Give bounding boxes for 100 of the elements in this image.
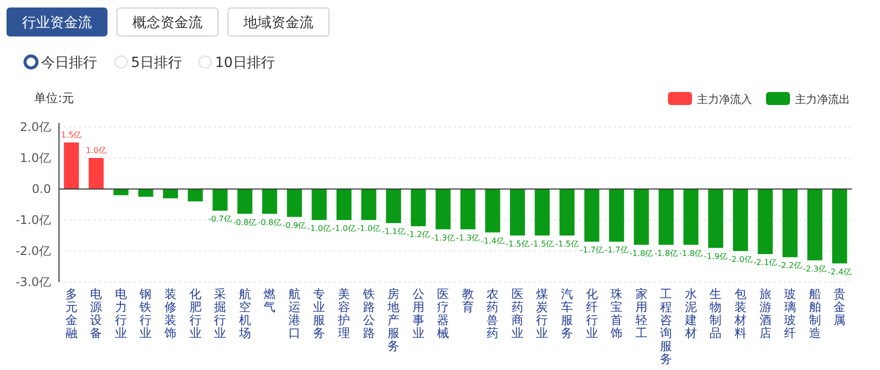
- x-tick-label: 装修装饰: [164, 287, 177, 340]
- x-tick-label: 化肥行业: [189, 287, 202, 340]
- data-label: -1.0亿: [332, 224, 356, 233]
- data-label: -1.1亿: [382, 227, 406, 236]
- data-label: -0.8亿: [233, 218, 257, 227]
- x-tick-label: 水泥建材: [684, 287, 697, 340]
- x-tick-label: 美容护理: [336, 287, 350, 340]
- data-label: -1.9亿: [704, 252, 728, 261]
- bar: [138, 189, 154, 197]
- data-label: -2.2亿: [778, 261, 802, 270]
- bar: [782, 189, 798, 258]
- bar: [510, 189, 525, 236]
- data-label: -1.7亿: [580, 246, 604, 255]
- bar: [609, 189, 624, 242]
- x-tick-label: 电源设备: [90, 287, 102, 340]
- y-axis-title: 单位:元: [34, 91, 74, 105]
- bar: [410, 189, 426, 226]
- bar: [286, 189, 302, 217]
- legend-label: 主力净流出: [795, 93, 850, 106]
- x-tick-label: 采掘行业: [214, 287, 226, 340]
- x-tick-label: 医疗器械: [437, 287, 450, 340]
- y-tick-label: -3.0亿: [16, 275, 51, 289]
- data-label: -1.0亿: [307, 224, 332, 233]
- data-label: -1.4亿: [480, 236, 504, 246]
- bar: [758, 189, 773, 254]
- bar: [634, 189, 649, 245]
- x-tick-label: 玻璃玻纤: [784, 287, 796, 340]
- bar: [312, 189, 327, 220]
- data-label: -1.0亿: [356, 224, 381, 233]
- x-tick-label: 钢铁行业: [138, 287, 152, 340]
- bar: [534, 189, 550, 236]
- x-tick-label: 工程咨询服务: [660, 287, 672, 366]
- y-tick-label: -2.0亿: [16, 244, 51, 258]
- data-label: -1.5亿: [555, 240, 579, 248]
- bar: [163, 189, 178, 198]
- data-label: -1.7亿: [604, 246, 628, 255]
- data-label: -1.2亿: [406, 230, 430, 240]
- y-tick-label: 1.0亿: [20, 151, 51, 165]
- x-tick-label: 房地产服务: [386, 287, 400, 353]
- bar: [732, 189, 748, 251]
- y-tick-label: -1.0亿: [16, 213, 51, 227]
- x-tick-label: 多元金融: [65, 287, 78, 340]
- x-tick-label: 煤炭行业: [536, 287, 548, 340]
- x-tick-label: 旅游酒店: [759, 287, 772, 340]
- data-label: -2.4亿: [828, 267, 852, 276]
- x-tick-label: 航运港口: [288, 287, 300, 340]
- bar: [485, 189, 500, 232]
- data-label: -1.8亿: [630, 248, 654, 258]
- bar: [212, 189, 228, 211]
- bar: [361, 189, 376, 220]
- bar: [807, 189, 822, 260]
- data-label: -1.5亿: [530, 240, 554, 248]
- data-label: 1.5亿: [61, 130, 82, 140]
- data-label: -0.7亿: [208, 214, 232, 224]
- data-label: -1.8亿: [679, 248, 703, 258]
- bar: [658, 189, 674, 245]
- bar: [584, 189, 600, 242]
- y-tick-label: 2.0亿: [20, 120, 51, 134]
- legend-label: 主力净流入: [697, 93, 752, 106]
- x-tick-label: 燃气: [264, 287, 276, 314]
- x-tick-label: 家用轻工: [635, 287, 648, 340]
- bar: [708, 189, 724, 248]
- bar: [832, 189, 848, 264]
- bar: [262, 189, 278, 214]
- bar: [188, 189, 203, 202]
- x-tick-label: 贵金属: [834, 287, 846, 327]
- x-tick-label: 教育: [462, 287, 474, 314]
- x-tick-label: 船舶制造: [808, 287, 821, 340]
- bar: [560, 189, 575, 236]
- data-label: -2.1亿: [753, 258, 778, 268]
- data-label: 1.0亿: [86, 146, 107, 155]
- x-tick-label: 医药商业: [511, 287, 524, 340]
- bar: [336, 189, 352, 220]
- bar: [88, 158, 104, 189]
- data-label: -0.8亿: [258, 218, 282, 227]
- x-tick-label: 电力行业: [114, 287, 127, 340]
- bar: [237, 189, 252, 214]
- x-tick-label: 铁路公路: [362, 287, 375, 340]
- x-tick-label: 化纤行业: [586, 287, 598, 340]
- bar: [386, 189, 402, 224]
- y-tick-label: 0.0: [32, 182, 51, 196]
- bar: [683, 189, 698, 245]
- x-tick-label: 汽车服务: [561, 287, 574, 340]
- bar: [460, 189, 476, 230]
- data-label: -0.9亿: [282, 220, 306, 230]
- data-label: -1.3亿: [431, 233, 455, 242]
- data-label: -2.3亿: [803, 264, 827, 274]
- x-tick-label: 珠宝首饰: [610, 287, 623, 340]
- data-label: -1.3亿: [456, 233, 480, 242]
- data-label: -2.0亿: [728, 255, 752, 264]
- x-tick-label: 航空机场: [238, 287, 251, 340]
- bar: [436, 189, 451, 230]
- x-tick-label: 公用事业: [412, 287, 424, 340]
- data-label: -1.5亿: [506, 240, 530, 248]
- bar: [64, 142, 79, 189]
- data-label: -1.8亿: [654, 248, 678, 258]
- x-tick-label: 包装材料: [733, 287, 746, 340]
- x-tick-label: 生物制品: [710, 287, 722, 340]
- x-tick-label: 农药兽药: [486, 287, 499, 340]
- x-tick-label: 专业服务: [313, 287, 326, 340]
